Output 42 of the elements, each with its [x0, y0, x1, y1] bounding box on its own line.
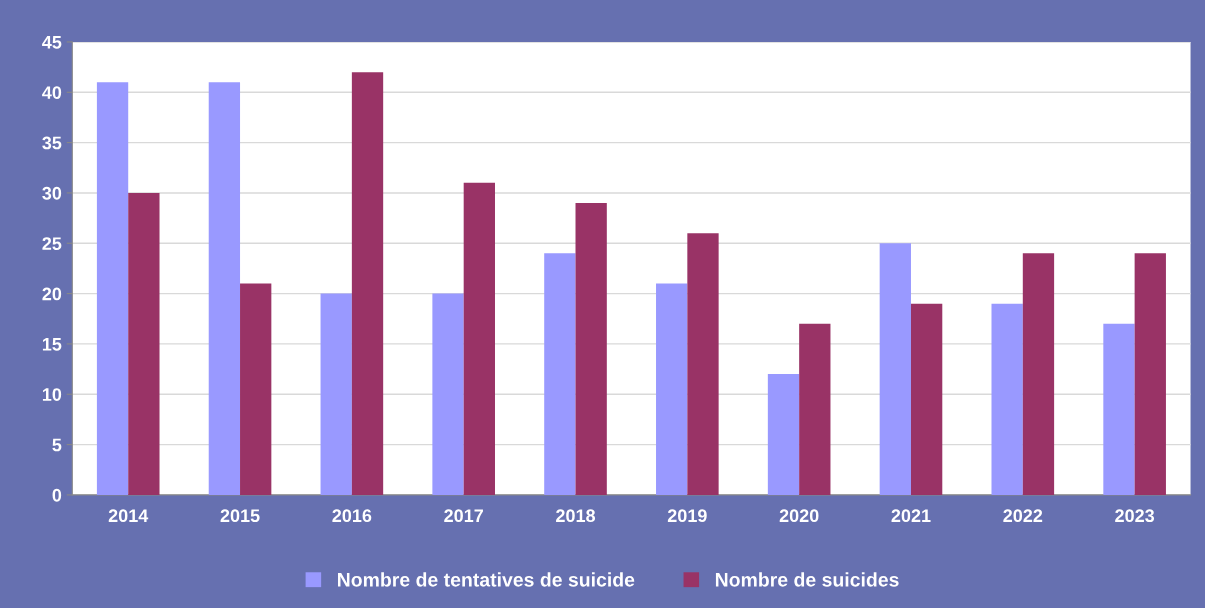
- y-tick-label: 30: [42, 186, 62, 200]
- bar: [463, 182, 495, 495]
- bar: [128, 192, 160, 495]
- y-tick-label: 15: [42, 338, 62, 351]
- y-tick-label: 20: [42, 287, 62, 301]
- y-tick-label: 25: [42, 237, 62, 250]
- bar: [687, 233, 719, 495]
- y-tick-label: 10: [42, 388, 62, 401]
- bar: [1134, 253, 1166, 495]
- y-tick-label: 40: [42, 86, 62, 99]
- y-tick-label: 35: [42, 136, 62, 150]
- x-tick-label: 2016: [332, 509, 372, 523]
- x-tick-label: 2020: [779, 509, 819, 523]
- bar: [799, 323, 831, 495]
- x-tick-label: 2021: [891, 509, 931, 523]
- bar: [240, 283, 272, 495]
- bar: [320, 293, 352, 495]
- x-tick-label: 2019: [667, 509, 707, 523]
- x-tick-label: 2017: [444, 509, 483, 523]
- bar: [208, 82, 241, 495]
- y-tick-label: 5: [52, 438, 62, 452]
- bar: [767, 374, 800, 495]
- bar: [656, 283, 688, 495]
- x-tick-label: 2022: [1003, 509, 1043, 523]
- x-tick-label: 2023: [1115, 509, 1155, 523]
- bar: [96, 82, 129, 495]
- bar: [910, 303, 943, 495]
- bar: [544, 253, 576, 495]
- bar: [575, 203, 607, 495]
- legend-label: Nombre de tentatives de suicide: [338, 572, 635, 587]
- bar: [1103, 323, 1135, 495]
- bar: [432, 293, 464, 495]
- bar: [879, 243, 911, 495]
- bar: [351, 72, 384, 495]
- y-tick-label: 45: [42, 36, 62, 49]
- x-tick-label: 2015: [220, 509, 260, 523]
- x-tick-label: 2018: [556, 509, 596, 523]
- bar: [991, 303, 1023, 495]
- bar: [1022, 253, 1055, 495]
- y-tick-label: 0: [52, 488, 62, 502]
- legend-label: Nombre de suicides: [715, 572, 899, 587]
- x-tick-label: 2014: [108, 509, 149, 523]
